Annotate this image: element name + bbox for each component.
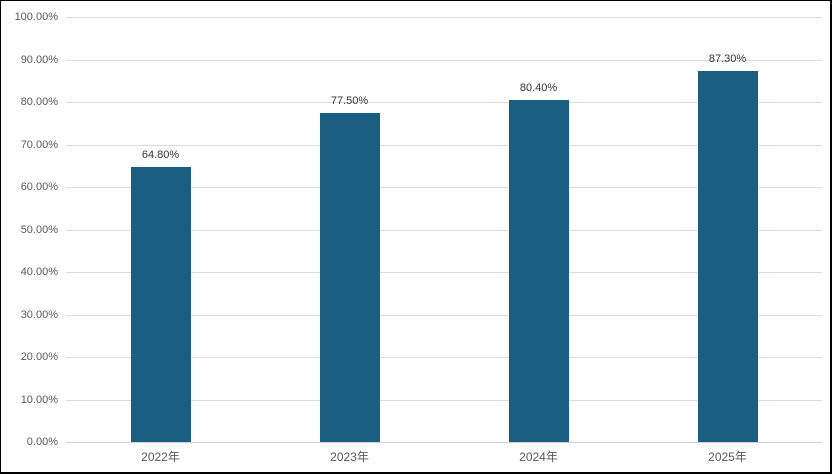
x-axis-tick-label: 2025年 [708,450,747,464]
y-gridline [66,59,822,61]
x-axis-tick-label: 2024年 [519,450,558,464]
y-axis-tick-label: 80.00% [20,96,58,108]
bar-data-label: 64.80% [141,148,180,161]
y-axis-tick-label: 10.00% [20,393,58,406]
y-gridline [66,17,822,18]
y-axis-tick-label: 90.00% [20,53,58,66]
y-gridline [66,229,822,231]
y-axis-tick-label: 70.00% [20,138,58,151]
y-gridline [66,144,822,146]
bar-data-label: 80.40% [519,82,558,95]
y-gridline [66,357,822,358]
y-gridline [66,314,822,316]
y-axis-tick-label: 20.00% [20,351,58,363]
y-gridline [66,102,822,103]
x-axis-line [66,442,822,443]
bar-2024年 [508,100,569,442]
y-axis-tick-label: 0.00% [26,436,58,448]
y-axis-tick-label: 60.00% [20,181,58,193]
y-gridline [66,272,822,273]
bar-2025年 [697,70,758,442]
y-axis-tick-label: 50.00% [20,223,58,236]
bar-2023年 [319,112,380,442]
y-axis-tick-label: 100.00% [14,11,58,23]
x-axis-tick-label: 2022年 [141,450,180,464]
x-axis-tick-label: 2023年 [330,450,369,464]
y-gridline [66,187,822,188]
y-axis-tick-label: 30.00% [20,308,58,321]
bar-data-label: 77.50% [330,94,369,107]
bar-data-label: 87.30% [708,52,747,65]
y-axis-tick-label: 40.00% [20,266,58,278]
y-gridline [66,399,822,401]
bar-2022年 [130,166,191,442]
